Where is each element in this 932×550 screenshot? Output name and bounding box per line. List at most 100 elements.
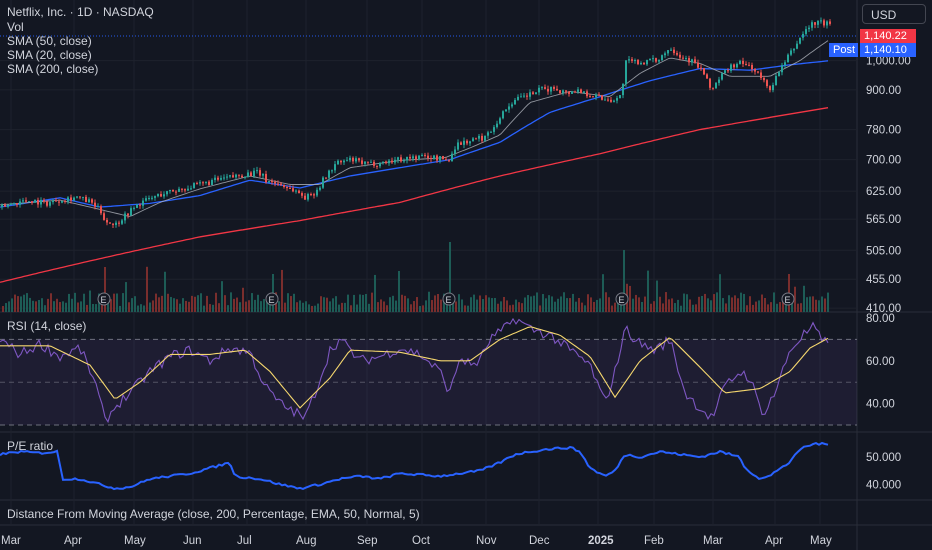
volume-bar bbox=[785, 302, 787, 312]
candle-body bbox=[754, 69, 756, 72]
volume-bar bbox=[452, 296, 454, 312]
candle-body bbox=[811, 22, 813, 28]
candle-body bbox=[472, 138, 474, 142]
candle-body bbox=[76, 196, 78, 198]
volume-bar bbox=[506, 300, 508, 312]
volume-bar bbox=[554, 301, 556, 312]
volume-bar bbox=[191, 295, 193, 312]
candle-body bbox=[199, 182, 201, 184]
volume-bar bbox=[20, 296, 22, 312]
candle-body bbox=[607, 99, 609, 101]
candle-body bbox=[268, 181, 270, 183]
volume-bar bbox=[392, 295, 394, 312]
candle-body bbox=[238, 174, 240, 176]
volume-bar bbox=[803, 285, 805, 312]
volume-bar bbox=[380, 299, 382, 312]
candle-body bbox=[481, 135, 483, 141]
volume-bar bbox=[686, 294, 688, 312]
volume-bar bbox=[560, 296, 562, 312]
candle-body bbox=[259, 170, 261, 176]
candle-body bbox=[94, 202, 96, 207]
volume-bar bbox=[419, 305, 421, 312]
candle-body bbox=[121, 220, 123, 224]
volume-bar bbox=[47, 298, 49, 312]
candle-body bbox=[196, 183, 198, 185]
x-tick-label: Apr bbox=[765, 535, 783, 547]
candle-body bbox=[241, 175, 243, 178]
x-tick-label: Feb bbox=[644, 535, 664, 547]
candle-body bbox=[337, 160, 339, 165]
volume-bar bbox=[818, 300, 820, 312]
volume-bar bbox=[755, 301, 757, 312]
earnings-icon bbox=[781, 292, 795, 306]
volume-bar bbox=[569, 298, 571, 312]
rsi-pane-title[interactable]: RSI (14, close) bbox=[7, 319, 87, 333]
rsi-tick-label: 60.00 bbox=[866, 356, 895, 368]
candle-body bbox=[517, 96, 519, 100]
candle-body bbox=[463, 140, 465, 145]
earnings-icon bbox=[442, 292, 456, 306]
candle-body bbox=[322, 177, 324, 188]
indicator-sma200-label[interactable]: SMA (200, close) bbox=[7, 62, 99, 76]
volume-bar bbox=[77, 302, 79, 312]
volume-bar bbox=[656, 280, 658, 312]
candle-body bbox=[193, 183, 195, 189]
candle-body bbox=[211, 180, 213, 185]
indicator-volume-label[interactable]: Vol bbox=[7, 20, 24, 34]
volume-bar bbox=[446, 299, 448, 312]
candle-body bbox=[670, 49, 672, 51]
candle-body bbox=[424, 154, 426, 156]
candle-body bbox=[802, 33, 804, 38]
candle-body bbox=[352, 157, 354, 162]
candle-body bbox=[346, 160, 348, 162]
volume-bar bbox=[692, 304, 694, 312]
candle-body bbox=[820, 20, 822, 22]
volume-bar bbox=[563, 292, 565, 312]
x-tick-label: 2025 bbox=[588, 535, 614, 547]
volume-bar bbox=[137, 305, 139, 312]
volume-bar bbox=[824, 298, 826, 312]
candle-body bbox=[328, 170, 330, 178]
candle-body bbox=[334, 164, 336, 171]
candle-body bbox=[295, 190, 297, 192]
volume-bar bbox=[827, 292, 829, 312]
volume-bar bbox=[440, 299, 442, 312]
dfma-pane-title[interactable]: Distance From Moving Average (close, 200… bbox=[7, 507, 420, 521]
volume-bar bbox=[581, 302, 583, 312]
volume-bar bbox=[371, 292, 373, 312]
candle-body bbox=[184, 189, 186, 191]
candle-body bbox=[298, 190, 300, 194]
volume-bar bbox=[149, 302, 151, 312]
candle-body bbox=[445, 159, 447, 161]
indicator-sma20-label[interactable]: SMA (20, close) bbox=[7, 48, 92, 62]
volume-bar bbox=[179, 303, 181, 312]
candle-body bbox=[547, 88, 549, 92]
candle-body bbox=[538, 87, 540, 93]
volume-bar bbox=[659, 296, 661, 312]
candle-body bbox=[325, 177, 327, 179]
candle-body bbox=[124, 213, 126, 221]
candle-body bbox=[826, 21, 828, 26]
candle-body bbox=[190, 188, 192, 190]
volume-bar bbox=[113, 293, 115, 312]
indicator-sma50-label[interactable]: SMA (50, close) bbox=[7, 34, 92, 48]
volume-bar bbox=[185, 300, 187, 312]
volume-bar bbox=[752, 304, 754, 312]
currency-button[interactable]: USD bbox=[862, 4, 926, 24]
post-price-tag: 1,140.10 bbox=[860, 43, 916, 57]
volume-bar bbox=[389, 297, 391, 312]
volume-bar bbox=[662, 303, 664, 312]
volume-bar bbox=[497, 303, 499, 312]
candle-body bbox=[742, 60, 744, 64]
candle-body bbox=[292, 188, 294, 192]
volume-bar bbox=[143, 305, 145, 312]
volume-bar bbox=[188, 301, 190, 312]
pe-tick-label: 50.000 bbox=[866, 452, 901, 464]
volume-bar bbox=[305, 301, 307, 312]
candle-body bbox=[760, 72, 762, 78]
volume-bar bbox=[746, 305, 748, 312]
candle-body bbox=[22, 200, 24, 202]
pe-pane-title[interactable]: P/E ratio bbox=[7, 439, 54, 453]
candle-body bbox=[274, 181, 276, 184]
